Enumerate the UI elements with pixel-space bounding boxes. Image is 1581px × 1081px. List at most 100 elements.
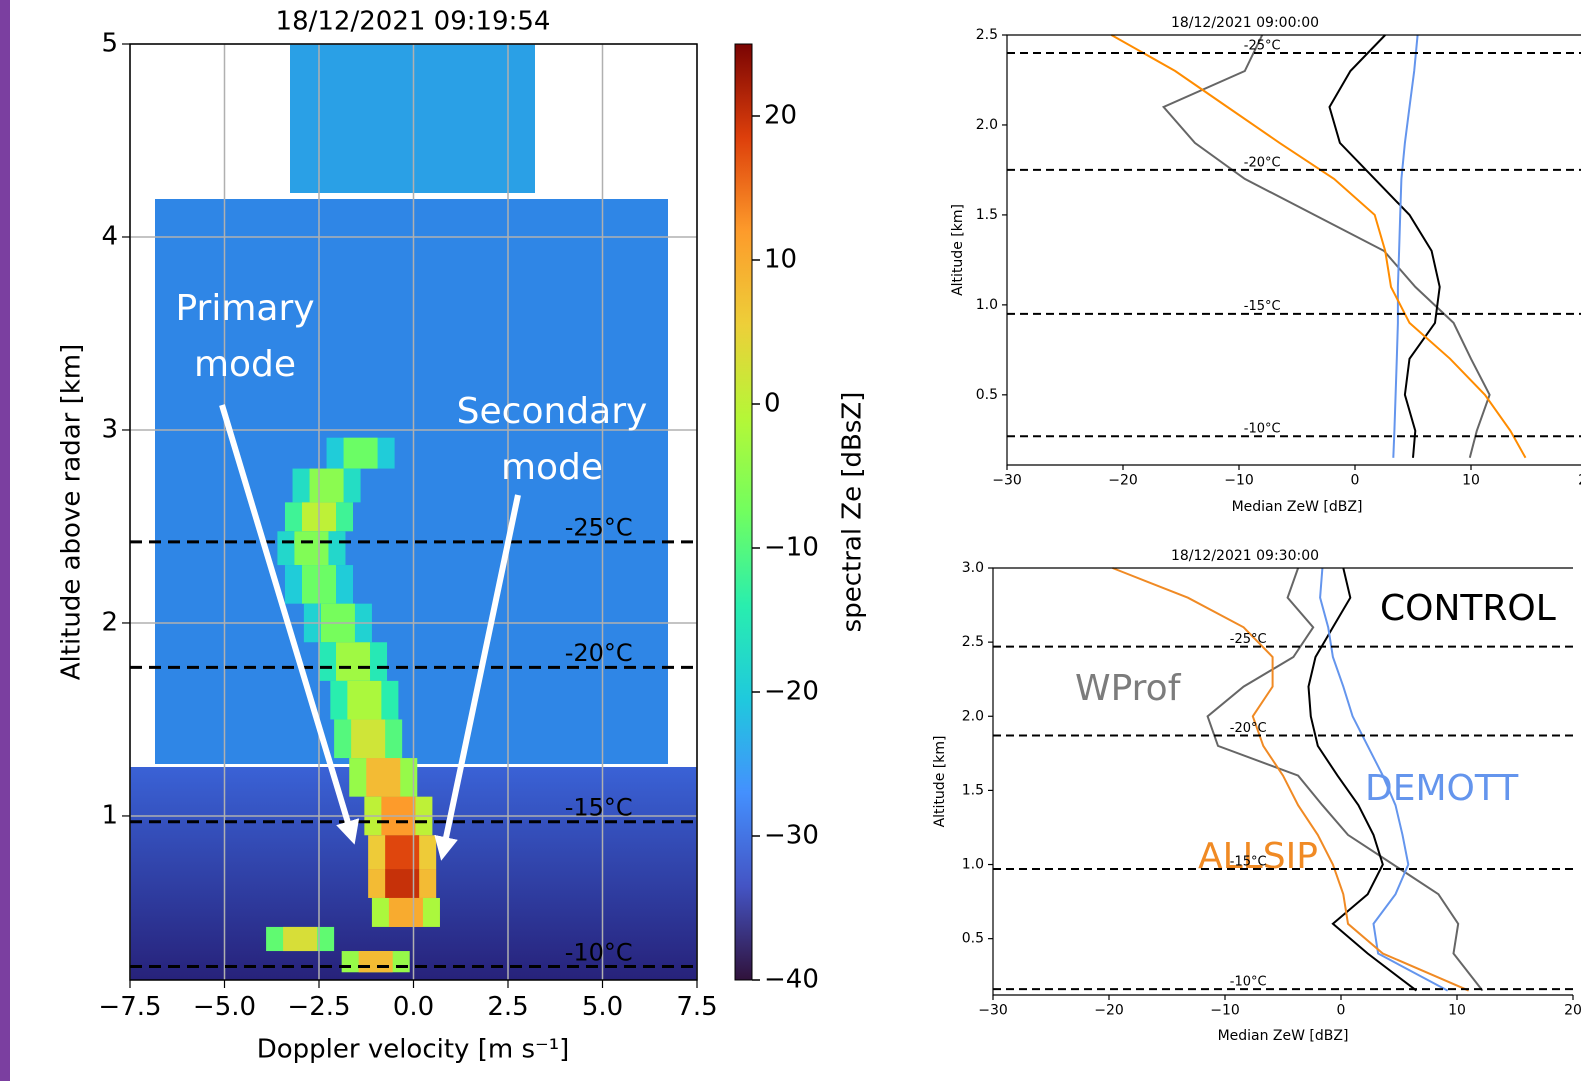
- y-tick-label: 2.0: [962, 708, 984, 724]
- annotation-arrow: [434, 494, 521, 861]
- y-tick-label: 1.5: [976, 207, 998, 223]
- colorbar-tick-label: −40: [764, 965, 819, 995]
- series-label: CONTROL: [1380, 588, 1556, 629]
- profile-line: [1307, 567, 1418, 992]
- x-tick-label: 10: [1462, 473, 1480, 489]
- y-tick-label: 2.5: [976, 27, 998, 43]
- y-axis-label: Altitude [km]: [932, 736, 948, 828]
- plot-frame: [992, 567, 1573, 996]
- y-tick-label: 0.5: [976, 387, 998, 403]
- x-axis-label: Doppler velocity [m s⁻¹]: [257, 1035, 570, 1065]
- colorbar-tick-label: 20: [764, 101, 797, 131]
- y-tick-label: 0.5: [962, 931, 984, 947]
- y-tick-label: 4: [101, 221, 118, 251]
- x-tick-label: −30: [978, 1003, 1008, 1019]
- annotation-text: mode: [501, 447, 603, 488]
- isotherm-label: -15°C: [1244, 299, 1281, 314]
- plot-frame: [129, 43, 698, 981]
- x-axis-label: Median ZeW [dBZ]: [1218, 1028, 1349, 1044]
- x-tick-label: 2.5: [487, 992, 528, 1022]
- isotherm-label: -25°C: [1244, 38, 1281, 53]
- plot-frame: [1006, 34, 1581, 466]
- y-tick-label: 2.0: [976, 117, 998, 133]
- isotherm-label: -25°C: [565, 514, 633, 542]
- annotation-text: mode: [194, 344, 296, 385]
- isotherm-label: -10°C: [1244, 422, 1281, 437]
- spectrum-peak: [366, 758, 401, 797]
- profile-line: [1161, 34, 1491, 459]
- annotation-text: Secondary: [457, 391, 648, 432]
- x-tick-label: −10: [1224, 473, 1254, 489]
- x-tick-label: −20: [1094, 1003, 1124, 1019]
- series-label: WProf: [1075, 668, 1182, 709]
- x-tick-label: 0.0: [393, 992, 434, 1022]
- spectrum-peak: [283, 926, 318, 952]
- y-tick-label: 2: [101, 607, 118, 637]
- y-tick-label: 1.0: [976, 297, 998, 313]
- spectrum-block: [290, 44, 535, 193]
- isotherm-label: -25°C: [1230, 632, 1267, 647]
- isotherm-label: -20°C: [565, 639, 633, 667]
- spectrum-peak: [351, 719, 386, 759]
- x-tick-label: 7.5: [676, 992, 717, 1022]
- x-tick-label: −30: [992, 473, 1022, 489]
- spectrum-peak: [294, 531, 329, 566]
- y-tick-label: 2.5: [962, 634, 984, 650]
- colorbar: [734, 43, 753, 981]
- isotherm-label: -15°C: [1230, 854, 1267, 869]
- spectrum-peak: [309, 468, 344, 503]
- colorbar-label: spectral Ze [dBsZ]: [838, 392, 868, 633]
- chart-panel: 18/12/2021 09:00:00 −30 −20 −10 0 10 20 0.5 1.0 1…: [950, 15, 1581, 515]
- profile-line: [1206, 567, 1484, 992]
- spectrum-peak: [336, 642, 371, 681]
- spectrum-peak: [343, 437, 378, 469]
- x-tick-label: −2.5: [287, 992, 350, 1022]
- x-tick-label: 20: [1564, 1003, 1581, 1019]
- colorbar-tick-label: 0: [764, 389, 781, 419]
- profile-line: [1328, 34, 1441, 458]
- x-axis-label: Median ZeW [dBZ]: [1232, 499, 1363, 515]
- isotherm-label: -10°C: [1230, 974, 1267, 989]
- y-tick-label: 3: [101, 414, 118, 444]
- colorbar-tick-label: −10: [764, 533, 819, 563]
- spectrum-block: [155, 199, 668, 764]
- x-tick-label: −7.5: [98, 992, 161, 1022]
- spectrum-peak: [388, 897, 423, 927]
- colorbar-tick-label: 10: [764, 245, 797, 275]
- y-tick-label: 3.0: [962, 560, 984, 576]
- annotation-arrow: [219, 404, 360, 845]
- x-tick-label: −10: [1210, 1003, 1240, 1019]
- x-tick-label: −5.0: [193, 992, 256, 1022]
- colorbar-tick-label: −20: [764, 677, 819, 707]
- x-tick-label: −20: [1108, 473, 1138, 489]
- y-axis-label: Altitude above radar [km]: [57, 344, 87, 681]
- chart-title: 18/12/2021 09:00:00: [1171, 15, 1319, 31]
- chart-panel: 18/12/2021 09:19:54 −40 −30 −20 −10 0 10 20 spec…: [57, 7, 868, 1065]
- profile-line: [1392, 34, 1419, 458]
- x-tick-label: 10: [1448, 1003, 1466, 1019]
- profile-line: [1319, 567, 1449, 992]
- chart-title: 18/12/2021 09:19:54: [276, 7, 551, 37]
- isotherm-label: -15°C: [565, 794, 633, 822]
- chart-panel: 18/12/2021 09:30:00 −30 −20 −10 0 10 20 0.5 1.0 1…: [932, 548, 1581, 1044]
- side-strip: [0, 0, 10, 1081]
- isotherm-label: -20°C: [1244, 155, 1281, 170]
- series-label: DEMOTT: [1365, 768, 1519, 809]
- profile-line: [1112, 567, 1469, 992]
- spectrum-peak: [347, 680, 382, 720]
- isotherm-label: -10°C: [565, 938, 633, 966]
- y-tick-label: 1.5: [962, 782, 984, 798]
- chart-title: 18/12/2021 09:30:00: [1171, 548, 1319, 564]
- x-tick-label: 20: [1578, 473, 1581, 489]
- y-tick-label: 1: [101, 800, 118, 830]
- y-tick-label: 1.0: [962, 857, 984, 873]
- series-label: ALLSIP: [1198, 836, 1318, 877]
- x-tick-label: 0: [1351, 473, 1360, 489]
- y-axis-label: Altitude [km]: [950, 204, 966, 296]
- annotation-text: Primary: [175, 288, 314, 329]
- y-tick-label: 5: [101, 29, 118, 59]
- x-tick-label: 0: [1337, 1003, 1346, 1019]
- spectrum-peak: [358, 951, 393, 973]
